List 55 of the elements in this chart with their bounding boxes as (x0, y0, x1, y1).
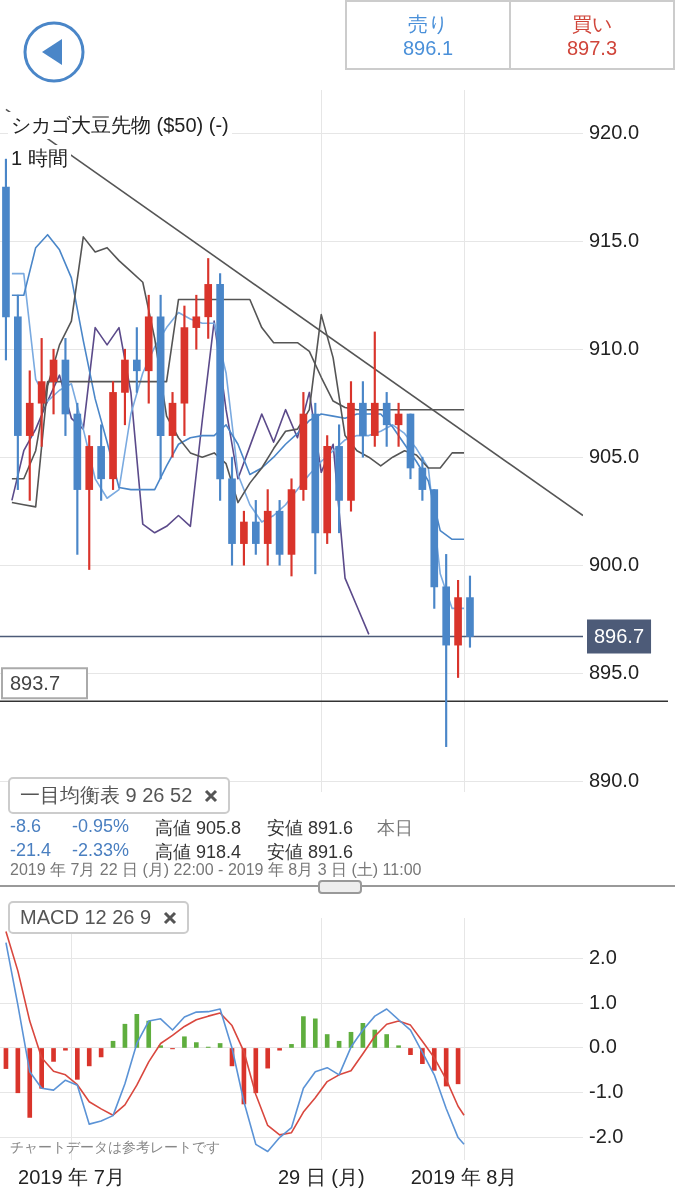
bar (51, 1048, 56, 1062)
bar (75, 1048, 80, 1080)
text: 1 時間 (8, 145, 71, 172)
sell-price-button: 売り 896.1 (345, 0, 511, 70)
text: -0.95% (72, 816, 130, 837)
x-tick-label: 2019 年 8月 (410, 1165, 518, 1188)
bar (265, 1048, 271, 1069)
annotation: チャートデータは参考レートです (10, 1139, 220, 1157)
y-tick-label: 910.0 (589, 336, 640, 359)
text: 安値 891.6 (267, 841, 354, 862)
bar (408, 1048, 413, 1056)
y-tick-label: 900.0 (589, 552, 640, 575)
y-tick-label: 890.0 (589, 768, 640, 791)
bar (253, 1048, 259, 1094)
y-tick-label: 920.0 (589, 120, 640, 143)
x-tick-label: 29 日 (月) (277, 1165, 365, 1188)
text: シカゴ大豆先物 ($50) (-) (8, 112, 232, 139)
y-tick-label: 905.0 (589, 444, 640, 467)
text: 安値 891.6 (267, 817, 354, 840)
text: 高値 918.4 (155, 841, 242, 862)
bar (146, 1020, 152, 1048)
ref-line-label: 893.7 (10, 671, 61, 694)
annotation: 一目均衡表 9 26 52 (20, 784, 193, 806)
bar (86, 1048, 92, 1067)
bar (312, 1018, 318, 1048)
bar (324, 1034, 330, 1048)
y-tick-label: 895.0 (589, 660, 640, 683)
bar (63, 1048, 68, 1051)
text: -2.33% (72, 840, 130, 861)
bar (27, 1048, 33, 1118)
text: -21.4 (10, 840, 52, 861)
y-tick-label: -1.0 (589, 1080, 624, 1103)
bar (277, 1048, 282, 1051)
y-tick-label: 0.0 (589, 1035, 617, 1058)
bar (301, 1016, 306, 1048)
text: -8.6 (10, 816, 42, 837)
y-tick-label: 2.0 (589, 945, 617, 968)
y-tick-label: 1.0 (589, 990, 617, 1013)
bar (396, 1045, 401, 1048)
bar (217, 1043, 223, 1048)
text: 高値 905.8 (155, 817, 242, 840)
bar (193, 1042, 199, 1048)
y-tick-label: 915.0 (589, 228, 640, 251)
bar (289, 1044, 294, 1048)
y-tick-label: -2.0 (589, 1125, 624, 1148)
text: 本日 (377, 817, 413, 840)
buy-price-button: 買い 897.3 (509, 0, 675, 70)
text: 2019 年 7月 22 日 (月) 22:00 - 2019 年 8月 3 日 (土) 11:00 (10, 861, 422, 880)
x-tick-label: 2019 年 7月 (18, 1165, 125, 1188)
candlestick (49, 348, 58, 415)
bar (182, 1036, 187, 1048)
bar (384, 1034, 390, 1048)
chart-title: MACD 12 26 9 (20, 906, 152, 928)
ref-line-label: 896.7 (594, 625, 645, 647)
bar (134, 1014, 140, 1048)
